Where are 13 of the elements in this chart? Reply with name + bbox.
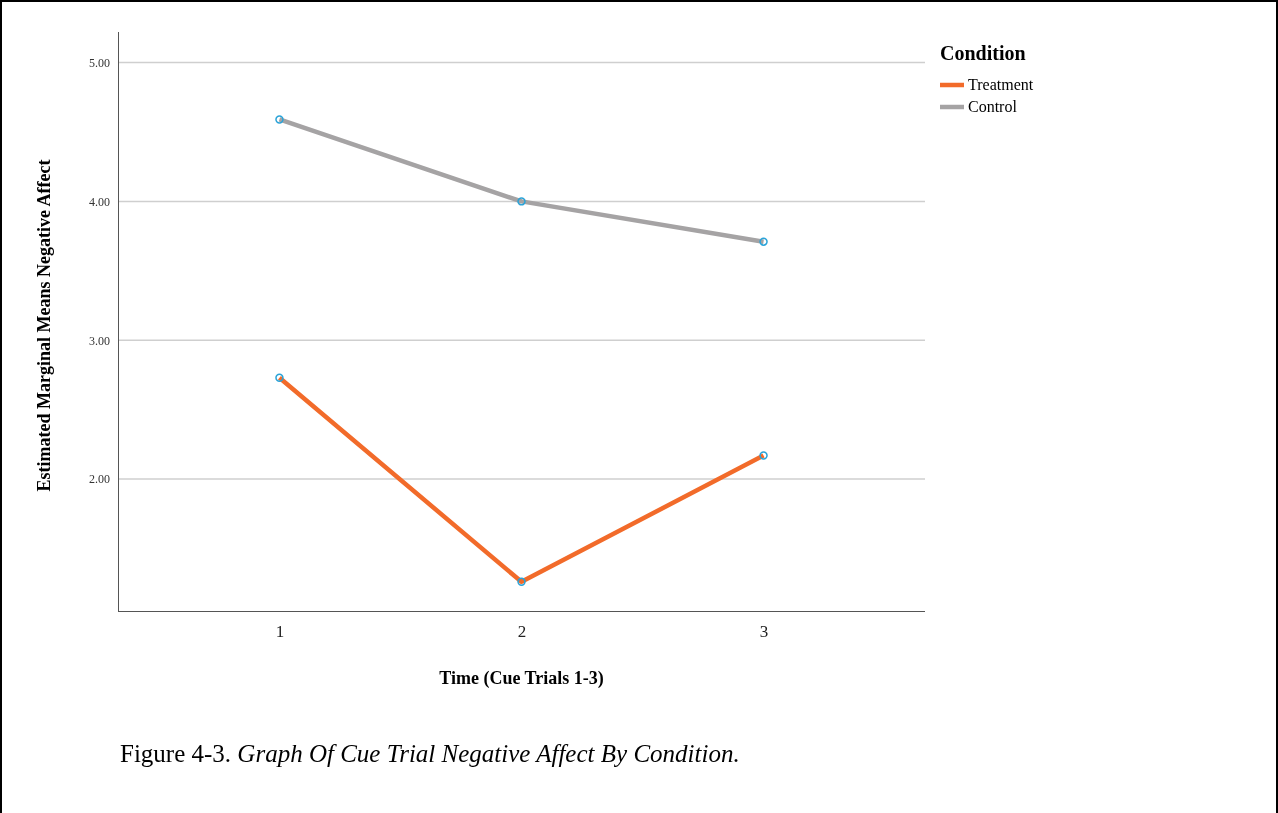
y-tick-label: 4.00 xyxy=(89,194,110,209)
x-axis-title: Time (Cue Trials 1-3) xyxy=(439,668,604,689)
legend-label: Control xyxy=(968,98,1018,115)
x-tick-label: 2 xyxy=(517,622,527,642)
legend-title: Condition xyxy=(940,42,1026,64)
y-tick-label: 2.00 xyxy=(89,472,110,487)
legend-label: Treatment xyxy=(968,76,1034,93)
y-tick-label: 5.00 xyxy=(89,55,110,70)
y-axis-title: Estimated Marginal Means Negative Affect xyxy=(34,159,54,492)
caption: Figure 4-3. Graph Of Cue Trial Negative Affect By Condition. xyxy=(120,740,740,767)
x-tick-label: 1 xyxy=(275,622,285,642)
x-tick-label: 3 xyxy=(759,622,769,642)
y-tick-label: 3.00 xyxy=(89,333,110,348)
